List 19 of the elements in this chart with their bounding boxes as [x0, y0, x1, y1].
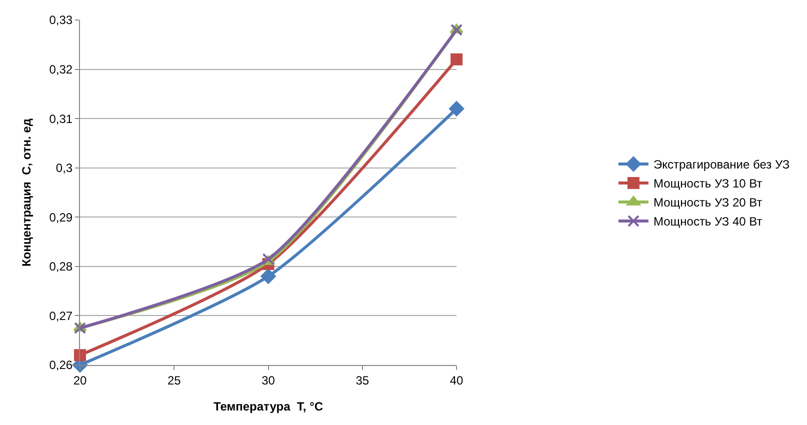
- y-tick-label: 0,3: [56, 161, 73, 176]
- y-tick-label: 0,33: [49, 13, 73, 28]
- x-tick-label: 30: [262, 373, 276, 388]
- y-tick-label: 0,31: [49, 112, 73, 126]
- x-tick-label: 35: [356, 373, 370, 388]
- y-tick-label: 0,27: [49, 308, 73, 323]
- x-tick-label: 25: [167, 373, 182, 388]
- y-axis-title: Концентрация C, отн. ед: [20, 118, 34, 266]
- legend-label: Мощность УЗ 10 Вт: [653, 176, 763, 191]
- legend-label: Экстрагирование без УЗ: [653, 158, 790, 172]
- legend-label: Мощность УЗ 40 Вт: [653, 214, 763, 229]
- y-tick-label: 0,32: [49, 62, 73, 76]
- y-tick-label: 0,26: [49, 358, 73, 372]
- x-axis-title: Температура T, °C: [214, 399, 324, 414]
- y-tick-label: 0,28: [49, 260, 73, 274]
- legend-label: Мощность УЗ 20 Вт: [653, 196, 763, 210]
- x-tick-label: 40: [450, 373, 464, 388]
- y-tick-label: 0,29: [49, 210, 73, 224]
- x-tick-label: 20: [73, 373, 87, 388]
